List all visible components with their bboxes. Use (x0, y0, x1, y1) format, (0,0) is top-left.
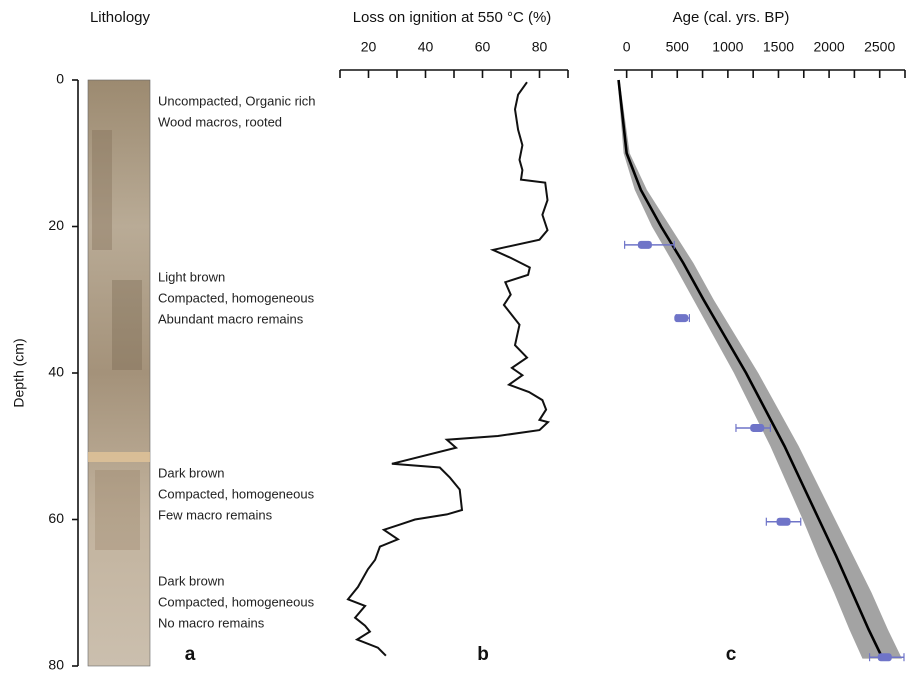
panel-title: Lithology (90, 9, 151, 26)
x-tick-label: 80 (532, 39, 548, 55)
unit-description: Few macro remains (158, 507, 273, 522)
date-point (877, 653, 892, 662)
x-tick-label: 0 (623, 39, 631, 55)
y-axis-label: Depth (cm) (11, 338, 27, 407)
x-tick-label: 40 (418, 39, 434, 55)
unit-description: Uncompacted, Organic rich (158, 93, 316, 108)
unit-description: Compacted, homogeneous (158, 594, 315, 609)
y-tick-label: 60 (48, 510, 64, 526)
panel-label: c (726, 644, 737, 665)
x-tick-label: 1500 (763, 39, 794, 55)
unit-description: Compacted, homogeneous (158, 486, 315, 501)
uncertainty-band (617, 80, 902, 659)
y-tick-label: 80 (48, 657, 64, 673)
unit-description: Abundant macro remains (158, 311, 304, 326)
panel-title: Age (cal. yrs. BP) (673, 9, 790, 26)
panel-label: a (185, 644, 196, 665)
unit-description: Wood macros, rooted (158, 114, 282, 129)
x-tick-label: 500 (666, 39, 690, 55)
date-point (637, 240, 652, 249)
unit-description: Dark brown (158, 465, 224, 480)
age-model-curve (617, 79, 884, 660)
y-tick-label: 40 (48, 364, 64, 380)
y-tick-label: 20 (48, 217, 64, 233)
x-tick-label: 60 (475, 39, 491, 55)
date-point (750, 423, 765, 432)
unit-description: Dark brown (158, 573, 224, 588)
unit-description: Light brown (158, 269, 225, 284)
y-tick-label: 0 (56, 71, 64, 87)
date-point (776, 517, 791, 526)
x-tick-label: 1000 (712, 39, 743, 55)
x-tick-label: 2500 (864, 39, 895, 55)
x-tick-label: 2000 (814, 39, 845, 55)
x-tick-label: 20 (361, 39, 377, 55)
panel-label: b (477, 644, 489, 665)
panel-title: Loss on ignition at 550 °C (%) (353, 9, 552, 26)
core-image (87, 79, 151, 667)
unit-description: Compacted, homogeneous (158, 290, 315, 305)
loi-curve (346, 81, 551, 657)
unit-description: No macro remains (158, 615, 265, 630)
date-point (674, 314, 689, 323)
